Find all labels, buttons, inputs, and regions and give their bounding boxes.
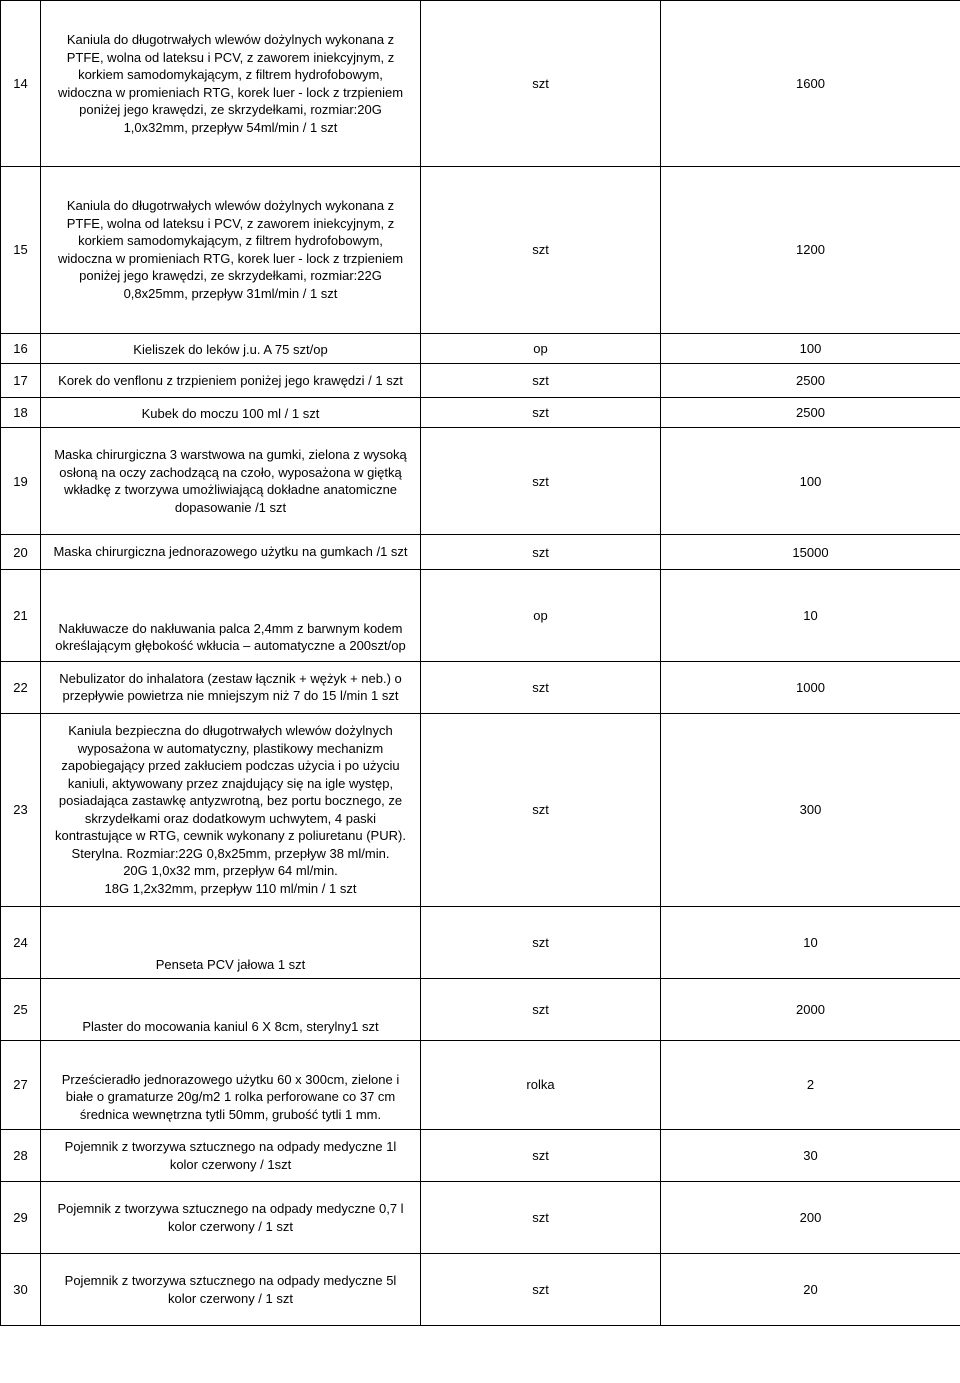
row-description: Prześcieradło jednorazowego użytku 60 x … bbox=[41, 1040, 421, 1130]
row-unit: szt bbox=[421, 1, 661, 167]
table-row: 23 Kaniula bezpieczna do długotrwałych w… bbox=[1, 714, 960, 906]
row-description: Kubek do moczu 100 ml / 1 szt bbox=[41, 398, 421, 428]
row-description: Plaster do mocowania kaniul 6 X 8cm, ste… bbox=[41, 978, 421, 1040]
row-number: 23 bbox=[1, 714, 41, 906]
table-row: 30 Pojemnik z tworzywa sztucznego na odp… bbox=[1, 1254, 960, 1326]
product-table: 14 Kaniula do długotrwałych wlewów dożyl… bbox=[0, 0, 960, 1326]
row-description: Korek do venflonu z trzpieniem poniżej j… bbox=[41, 363, 421, 398]
row-quantity: 20 bbox=[661, 1254, 960, 1326]
table-row: 25 Plaster do mocowania kaniul 6 X 8cm, … bbox=[1, 978, 960, 1040]
row-unit: szt bbox=[421, 535, 661, 570]
row-quantity: 1600 bbox=[661, 1, 960, 167]
table-row: 21 Nakłuwacze do nakłuwania palca 2,4mm … bbox=[1, 569, 960, 661]
row-quantity: 1200 bbox=[661, 167, 960, 333]
row-description: Kieliszek do leków j.u. A 75 szt/op bbox=[41, 333, 421, 363]
row-quantity: 2500 bbox=[661, 398, 960, 428]
row-number: 14 bbox=[1, 1, 41, 167]
row-quantity: 100 bbox=[661, 428, 960, 535]
row-number: 16 bbox=[1, 333, 41, 363]
table-row: 17 Korek do venflonu z trzpieniem poniże… bbox=[1, 363, 960, 398]
table-row: 19 Maska chirurgiczna 3 warstwowa na gum… bbox=[1, 428, 960, 535]
table-row: 29 Pojemnik z tworzywa sztucznego na odp… bbox=[1, 1182, 960, 1254]
row-quantity: 10 bbox=[661, 906, 960, 978]
row-quantity: 200 bbox=[661, 1182, 960, 1254]
row-description: Pojemnik z tworzywa sztucznego na odpady… bbox=[41, 1130, 421, 1182]
table-row: 28 Pojemnik z tworzywa sztucznego na odp… bbox=[1, 1130, 960, 1182]
table-row: 20 Maska chirurgiczna jednorazowego użyt… bbox=[1, 535, 960, 570]
table-row: 16 Kieliszek do leków j.u. A 75 szt/op o… bbox=[1, 333, 960, 363]
row-description: Maska chirurgiczna jednorazowego użytku … bbox=[41, 535, 421, 570]
row-unit: szt bbox=[421, 398, 661, 428]
row-number: 15 bbox=[1, 167, 41, 333]
row-unit: szt bbox=[421, 906, 661, 978]
row-unit: szt bbox=[421, 167, 661, 333]
row-unit: szt bbox=[421, 661, 661, 713]
row-number: 30 bbox=[1, 1254, 41, 1326]
row-unit: op bbox=[421, 333, 661, 363]
row-unit: szt bbox=[421, 978, 661, 1040]
row-quantity: 300 bbox=[661, 714, 960, 906]
row-unit: szt bbox=[421, 363, 661, 398]
row-description: Nakłuwacze do nakłuwania palca 2,4mm z b… bbox=[41, 569, 421, 661]
table-row: 22 Nebulizator do inhalatora (zestaw łąc… bbox=[1, 661, 960, 713]
row-description: Penseta PCV jałowa 1 szt bbox=[41, 906, 421, 978]
table-row: 27 Prześcieradło jednorazowego użytku 60… bbox=[1, 1040, 960, 1130]
row-number: 17 bbox=[1, 363, 41, 398]
row-description: Kaniula do długotrwałych wlewów dożylnyc… bbox=[41, 1, 421, 167]
row-number: 27 bbox=[1, 1040, 41, 1130]
row-quantity: 30 bbox=[661, 1130, 960, 1182]
row-description: Kaniula do długotrwałych wlewów dożylnyc… bbox=[41, 167, 421, 333]
row-quantity: 15000 bbox=[661, 535, 960, 570]
table-row: 18 Kubek do moczu 100 ml / 1 szt szt 250… bbox=[1, 398, 960, 428]
table-row: 14 Kaniula do długotrwałych wlewów dożyl… bbox=[1, 1, 960, 167]
row-quantity: 1000 bbox=[661, 661, 960, 713]
row-unit: szt bbox=[421, 1254, 661, 1326]
table-row: 24 Penseta PCV jałowa 1 szt szt 10 bbox=[1, 906, 960, 978]
row-description: Kaniula bezpieczna do długotrwałych wlew… bbox=[41, 714, 421, 906]
row-number: 29 bbox=[1, 1182, 41, 1254]
row-description: Maska chirurgiczna 3 warstwowa na gumki,… bbox=[41, 428, 421, 535]
row-number: 24 bbox=[1, 906, 41, 978]
row-number: 19 bbox=[1, 428, 41, 535]
row-unit: szt bbox=[421, 714, 661, 906]
row-number: 25 bbox=[1, 978, 41, 1040]
row-description: Nebulizator do inhalatora (zestaw łączni… bbox=[41, 661, 421, 713]
row-number: 21 bbox=[1, 569, 41, 661]
row-quantity: 2000 bbox=[661, 978, 960, 1040]
row-number: 18 bbox=[1, 398, 41, 428]
row-unit: rolka bbox=[421, 1040, 661, 1130]
row-quantity: 2 bbox=[661, 1040, 960, 1130]
row-quantity: 100 bbox=[661, 333, 960, 363]
row-description: Pojemnik z tworzywa sztucznego na odpady… bbox=[41, 1254, 421, 1326]
row-description: Pojemnik z tworzywa sztucznego na odpady… bbox=[41, 1182, 421, 1254]
table-row: 15 Kaniula do długotrwałych wlewów dożyl… bbox=[1, 167, 960, 333]
row-number: 28 bbox=[1, 1130, 41, 1182]
row-unit: szt bbox=[421, 1182, 661, 1254]
row-unit: szt bbox=[421, 1130, 661, 1182]
row-unit: op bbox=[421, 569, 661, 661]
row-unit: szt bbox=[421, 428, 661, 535]
row-quantity: 2500 bbox=[661, 363, 960, 398]
row-number: 22 bbox=[1, 661, 41, 713]
row-quantity: 10 bbox=[661, 569, 960, 661]
row-number: 20 bbox=[1, 535, 41, 570]
